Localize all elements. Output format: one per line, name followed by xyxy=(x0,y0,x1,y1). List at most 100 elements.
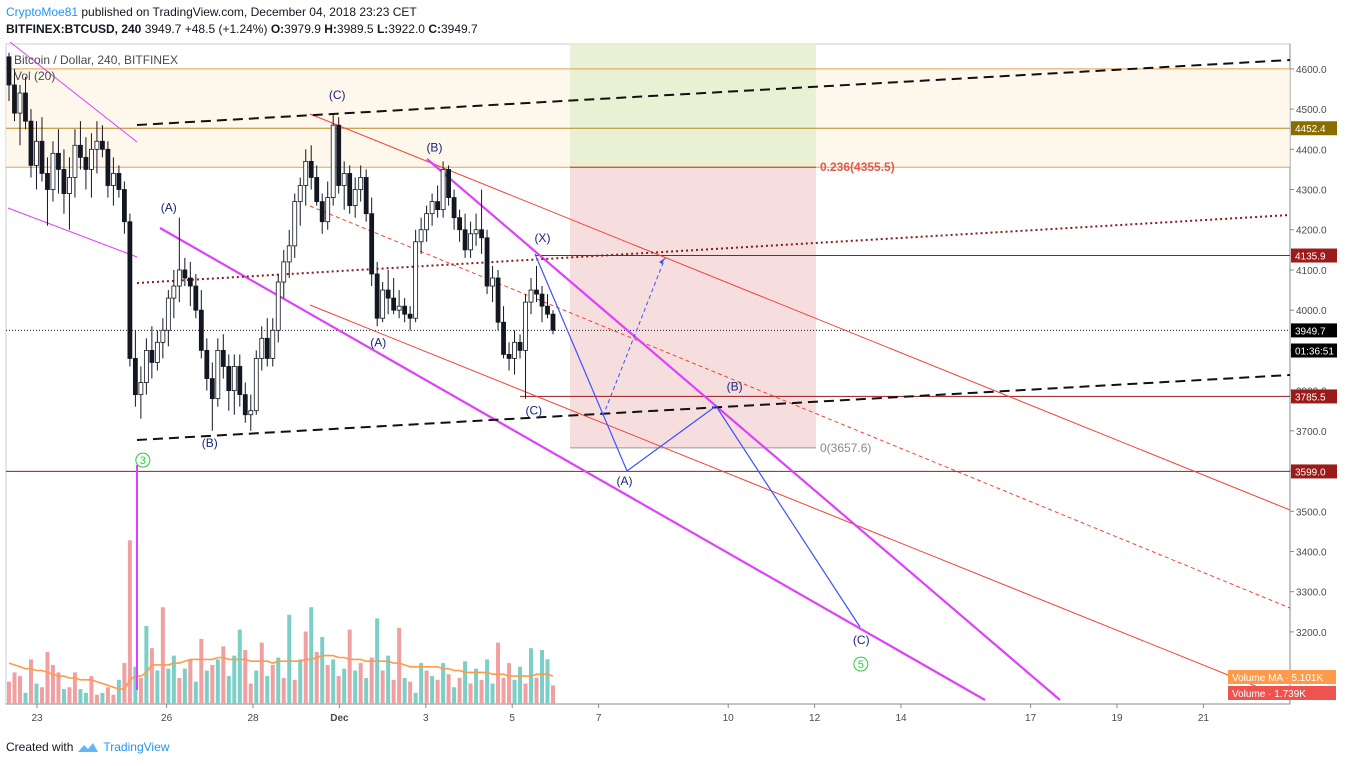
volume-bar xyxy=(430,676,435,704)
candle-body xyxy=(220,349,226,367)
wave-circle-label: 3 xyxy=(140,455,146,467)
candle-body xyxy=(292,201,298,247)
candle-body xyxy=(231,366,237,392)
volume-bar xyxy=(166,668,171,704)
volume-bar xyxy=(452,687,457,704)
volume-bar xyxy=(243,650,248,704)
wave-circle xyxy=(853,656,869,672)
magenta-upper-line xyxy=(426,158,1061,701)
wave-label: (A) xyxy=(617,474,633,488)
magenta-lower-line xyxy=(159,227,986,701)
price-tick-label: 3200.0 xyxy=(1296,628,1327,639)
tradingview-logo-icon xyxy=(78,743,99,752)
candle-body xyxy=(314,177,320,202)
magenta-short-2 xyxy=(7,207,138,258)
time-tick-label: Dec xyxy=(330,713,349,724)
publish-line: CryptoMoe81 published on TradingView.com… xyxy=(6,4,478,21)
price-badge xyxy=(1291,343,1337,358)
volume-bar xyxy=(265,676,270,704)
wave-label: (B) xyxy=(202,436,218,450)
volume-bar xyxy=(116,679,121,704)
candle-body xyxy=(237,366,243,396)
candle-body xyxy=(111,173,116,186)
wave-label: (A) xyxy=(161,201,177,215)
price-badge-label: 4135.9 xyxy=(1295,252,1326,263)
volume-bar xyxy=(518,666,523,704)
levels: 0.236(4355.5) 0(3657.6) xyxy=(6,68,1290,472)
volume-bar xyxy=(325,664,330,704)
price-tick-label: 3500.0 xyxy=(1296,507,1327,518)
volume-bar xyxy=(171,655,176,704)
volume-badge-label: Volume MA · 5.101K xyxy=(1232,673,1323,684)
time-tick-label: 26 xyxy=(161,713,173,724)
volume-bar xyxy=(336,676,341,704)
price-tick-label: 3400.0 xyxy=(1296,547,1327,558)
volume-bar xyxy=(204,670,209,704)
volume-bar xyxy=(380,670,385,704)
candles xyxy=(6,52,556,431)
volume-bar xyxy=(468,683,473,704)
volume-bar xyxy=(479,679,484,704)
candle-body xyxy=(182,269,188,279)
volume-bar xyxy=(28,659,33,704)
volume-bar xyxy=(391,679,396,704)
volume-bar xyxy=(105,687,110,704)
price-badge xyxy=(1291,323,1337,338)
volume-badge-label: Volume · 1.739K xyxy=(1232,689,1306,700)
stop-zone xyxy=(570,167,816,448)
author-link[interactable]: CryptoMoe81 xyxy=(6,5,79,19)
volume-bar xyxy=(424,670,429,704)
candle-body xyxy=(523,301,528,351)
candle-body xyxy=(56,152,61,170)
volume-bar xyxy=(463,661,468,704)
candle-body xyxy=(193,285,199,311)
candle-body xyxy=(94,140,100,150)
volume-bar xyxy=(501,677,506,704)
volume-bar xyxy=(523,683,528,704)
volume-bar xyxy=(457,677,462,704)
volume-bar xyxy=(23,692,28,704)
volume-bar xyxy=(545,659,550,704)
volume-badge xyxy=(1228,686,1336,700)
time-tick-label: 28 xyxy=(247,713,259,724)
price-badge-label: 3599.0 xyxy=(1295,467,1326,478)
wave-projection xyxy=(534,253,861,628)
wave-labels: (C) (B) (A) (X) (A) (C) (B) (A) (B) (C) 3 5 xyxy=(135,88,870,672)
volume-legend: Vol (20) xyxy=(14,69,55,83)
candle-body xyxy=(275,281,281,331)
arrow-icon xyxy=(659,258,665,264)
volume-bar xyxy=(210,664,215,704)
red-channel-lower xyxy=(309,304,1291,701)
volume-bar xyxy=(199,638,204,704)
high-value: 3989.5 xyxy=(336,22,374,36)
volume-bar xyxy=(138,677,143,704)
candle-body xyxy=(154,341,160,363)
time-tick-label: 19 xyxy=(1111,713,1123,724)
volume-bar xyxy=(270,664,275,704)
open-value: 3979.9 xyxy=(284,22,321,36)
price-badge-label: 3785.5 xyxy=(1295,392,1326,403)
fib-top-label: 0.236(4355.5) xyxy=(820,160,895,174)
close-value: 3949.7 xyxy=(440,22,478,36)
volume-bar xyxy=(369,657,374,704)
volume-bar xyxy=(226,676,231,704)
candle-body xyxy=(380,289,386,319)
volume-bar xyxy=(100,692,105,704)
volume-bar xyxy=(320,637,325,704)
candle-body xyxy=(446,169,451,198)
volume-bar xyxy=(177,677,182,704)
candle-body xyxy=(89,148,94,170)
price-axis: 3200.03300.03400.03500.03600.03700.03800… xyxy=(1228,65,1337,700)
candle-body xyxy=(6,56,12,86)
candle-body xyxy=(457,217,462,231)
black-dashed-upper xyxy=(136,59,1291,126)
volume-bar xyxy=(512,679,517,704)
close-label: C: xyxy=(428,22,441,36)
candle-body xyxy=(138,382,144,396)
price-tick-label: 4200.0 xyxy=(1296,226,1327,237)
volume-bar xyxy=(34,683,39,704)
candle-body xyxy=(539,293,545,307)
volume-bar xyxy=(534,677,539,704)
tradingview-link[interactable]: TradingView xyxy=(103,740,170,754)
